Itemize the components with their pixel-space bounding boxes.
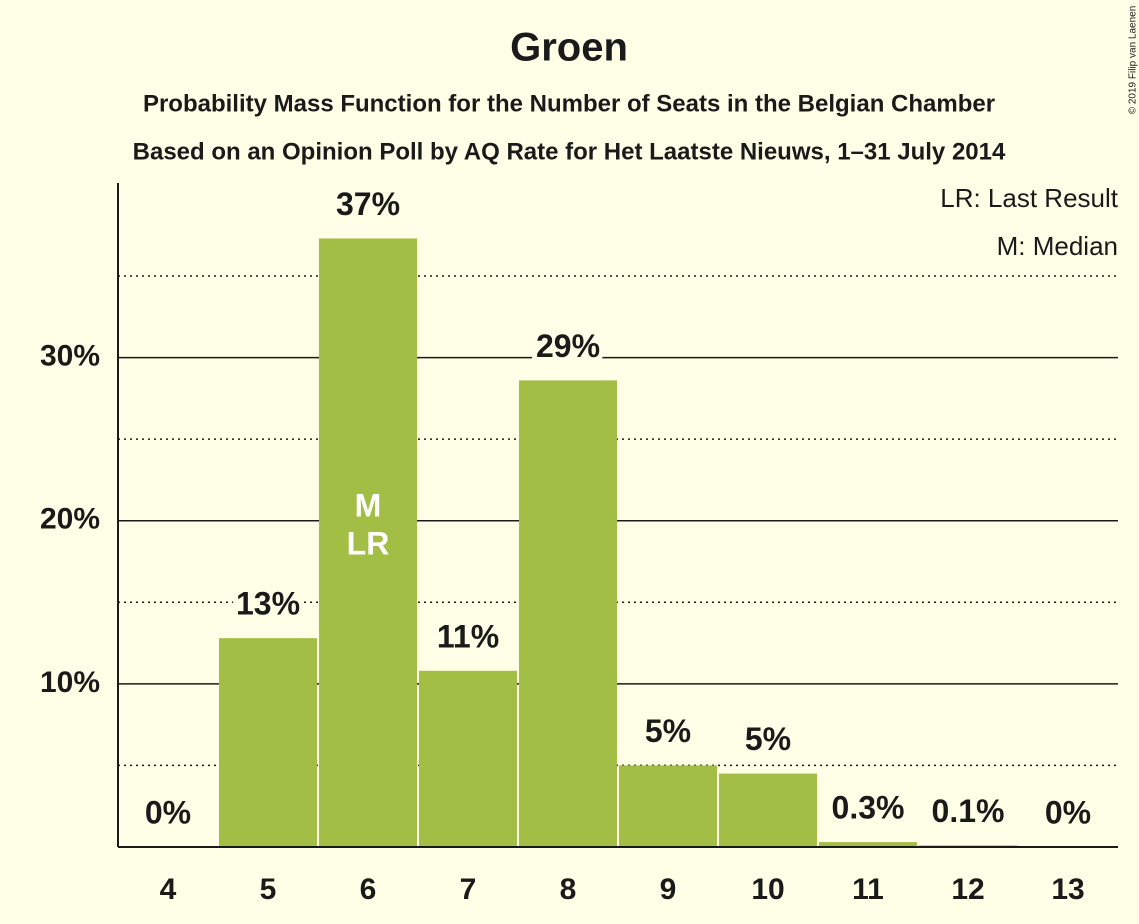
value-label: 0.1%: [932, 793, 1005, 829]
chart-title: Groen: [510, 26, 628, 70]
x-tick-label: 4: [160, 873, 177, 906]
y-tick-label: 10%: [40, 666, 100, 699]
legend-note: LR: Last Result: [940, 183, 1119, 213]
legend-note: M: Median: [997, 231, 1118, 261]
value-label: 0%: [145, 794, 191, 830]
bar: [719, 773, 817, 847]
x-tick-label: 10: [751, 873, 784, 906]
bar-annotation: M: [355, 487, 382, 523]
value-label: 29%: [536, 328, 600, 364]
x-tick-label: 5: [260, 873, 277, 906]
credit: © 2019 Filip van Laenen: [1128, 6, 1139, 115]
bar: [519, 380, 617, 847]
x-tick-label: 8: [560, 873, 577, 906]
chart-subtitle: Probability Mass Function for the Number…: [143, 90, 995, 117]
y-tick-label: 20%: [40, 503, 100, 536]
y-tick-label: 30%: [40, 339, 100, 372]
value-label: 0.3%: [832, 790, 905, 826]
bar: [219, 638, 317, 847]
bar: [619, 765, 717, 847]
x-tick-label: 6: [360, 873, 377, 906]
x-tick-label: 7: [460, 873, 477, 906]
x-tick-label: 11: [852, 873, 884, 906]
bar-annotation: LR: [347, 525, 390, 561]
value-label: 5%: [745, 721, 791, 757]
x-tick-label: 12: [951, 873, 984, 906]
x-tick-label: 9: [660, 873, 677, 906]
value-label: 13%: [236, 586, 300, 622]
bar: [419, 670, 517, 847]
bar: [319, 238, 417, 847]
chart-subtitle: Based on an Opinion Poll by AQ Rate for …: [133, 138, 1006, 165]
value-label: 11%: [437, 618, 499, 654]
bar: [819, 842, 917, 847]
value-label: 37%: [336, 186, 400, 222]
value-label: 0%: [1045, 794, 1091, 830]
x-tick-label: 13: [1051, 873, 1084, 906]
value-label: 5%: [645, 713, 691, 749]
